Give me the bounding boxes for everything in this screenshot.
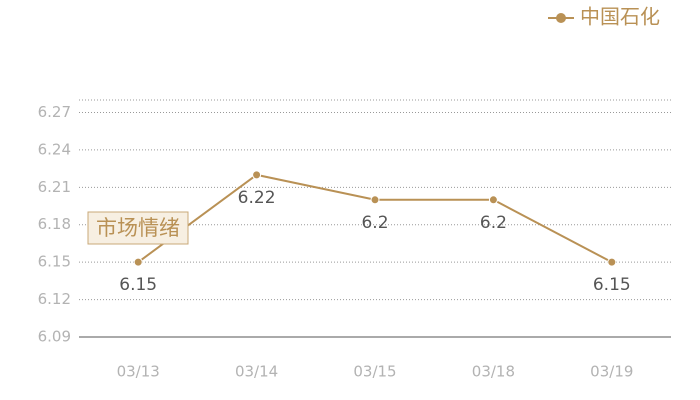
point [370,195,380,205]
x-tick-label: 03/15 [353,363,396,381]
x-tick-label: 03/14 [235,363,278,381]
legend-label: 中国石化 [580,5,660,29]
point [133,257,143,267]
y-tick-label: 6.27 [38,103,71,121]
y-tick-label: 6.18 [38,215,71,233]
data-label: 6.2 [480,213,507,233]
point [488,195,498,205]
y-tick-label: 6.15 [38,253,71,271]
x-tick-label: 03/18 [472,363,515,381]
y-tick-label: 6.24 [38,140,71,158]
point [252,170,262,180]
data-label: 6.22 [238,188,276,208]
legend-marker [556,13,566,23]
point [607,257,617,267]
data-label: 6.2 [361,213,388,233]
y-tick-label: 6.09 [38,328,71,346]
y-tick-label: 6.12 [38,290,71,308]
annotation-box [87,211,189,245]
annotation: 市场情绪 [96,216,180,240]
x-tick-label: 03/13 [117,363,160,381]
data-label: 6.15 [119,275,157,295]
data-label: 6.15 [593,275,631,295]
x-tick-label: 03/19 [590,363,633,381]
y-tick-label: 6.21 [38,178,71,196]
